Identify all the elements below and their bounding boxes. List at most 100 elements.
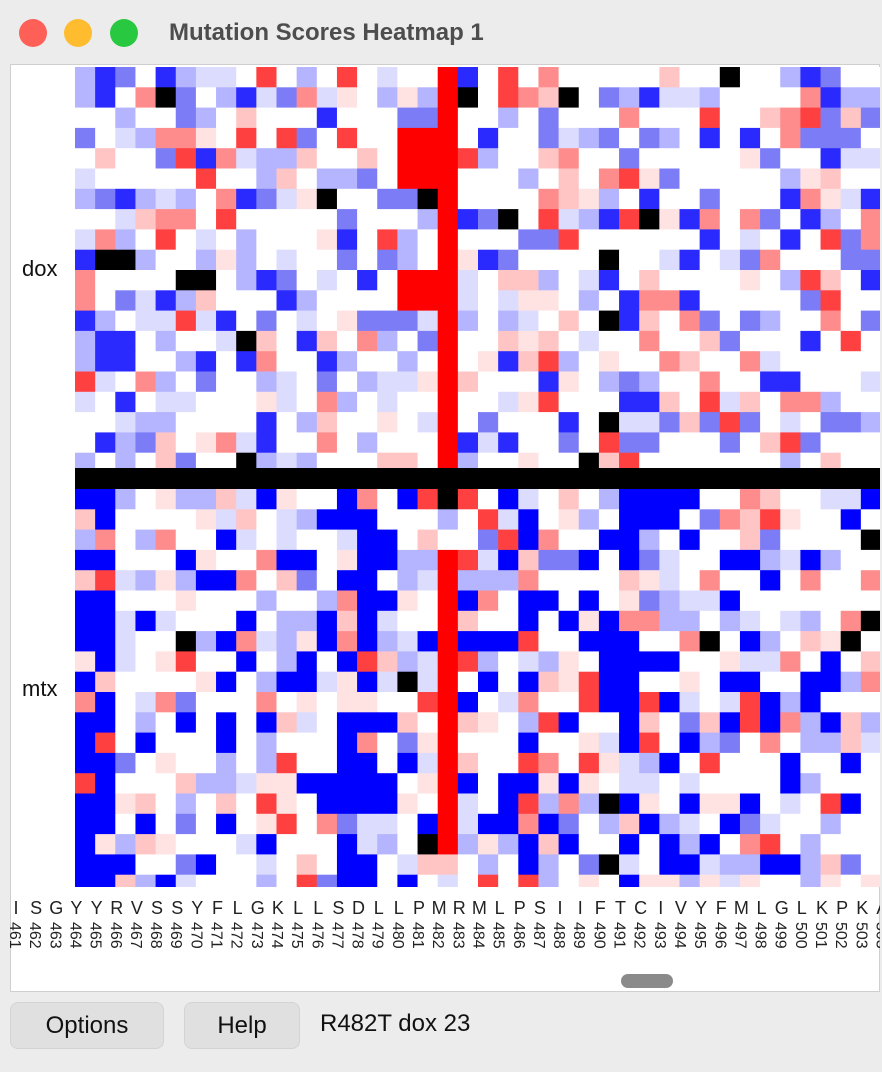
heatmap-cell-dox[interactable]: [578, 351, 600, 372]
heatmap-cell-mtx[interactable]: [316, 773, 338, 794]
heatmap-cell-dox[interactable]: [739, 290, 761, 312]
heatmap-cell-mtx[interactable]: [357, 529, 378, 551]
heatmap-cell-mtx[interactable]: [719, 590, 741, 612]
heatmap-cell-mtx[interactable]: [820, 732, 842, 754]
heatmap-cell-mtx[interactable]: [518, 773, 539, 794]
heatmap-cell-mtx[interactable]: [780, 549, 801, 571]
heatmap-cell-dox[interactable]: [457, 351, 479, 372]
heatmap-cell-dox[interactable]: [457, 107, 479, 129]
heatmap-cell-mtx[interactable]: [417, 874, 439, 887]
heatmap-cell-mtx[interactable]: [840, 732, 862, 754]
heatmap-cell-dox[interactable]: [216, 168, 237, 190]
heatmap-cell-mtx[interactable]: [679, 793, 701, 815]
heatmap-cell-mtx[interactable]: [639, 509, 660, 531]
heatmap-cell-dox[interactable]: [820, 87, 842, 109]
heatmap-cell-dox[interactable]: [518, 351, 539, 372]
heatmap-cell-dox[interactable]: [336, 107, 358, 129]
heatmap-cell-dox[interactable]: [296, 168, 318, 190]
heatmap-cell-mtx[interactable]: [719, 631, 741, 652]
heatmap-cell-dox[interactable]: [276, 412, 298, 433]
heatmap-cell-dox[interactable]: [699, 168, 721, 190]
heatmap-cell-mtx[interactable]: [498, 712, 519, 734]
heatmap-cell-dox[interactable]: [860, 127, 880, 149]
heatmap-grid[interactable]: [75, 67, 880, 887]
heatmap-cell-mtx[interactable]: [780, 732, 801, 754]
heatmap-cell-mtx[interactable]: [719, 529, 741, 551]
heatmap-cell-mtx[interactable]: [276, 590, 298, 612]
heatmap-cell-dox[interactable]: [679, 290, 701, 312]
heatmap-cell-dox[interactable]: [417, 371, 439, 393]
heatmap-cell-mtx[interactable]: [578, 549, 600, 571]
heatmap-cell-dox[interactable]: [115, 148, 136, 169]
heatmap-cell-dox[interactable]: [518, 330, 539, 352]
heatmap-cell-dox[interactable]: [336, 330, 358, 352]
heatmap-cell-dox[interactable]: [296, 67, 318, 88]
heatmap-cell-dox[interactable]: [115, 351, 136, 372]
heatmap-cell-mtx[interactable]: [619, 813, 640, 835]
heatmap-cell-mtx[interactable]: [478, 610, 499, 632]
heatmap-cell-mtx[interactable]: [336, 671, 358, 693]
heatmap-cell-dox[interactable]: [860, 310, 880, 332]
heatmap-cell-mtx[interactable]: [216, 834, 237, 855]
heatmap-cell-dox[interactable]: [760, 249, 781, 271]
heatmap-cell-dox[interactable]: [719, 229, 741, 251]
heatmap-cell-mtx[interactable]: [276, 712, 298, 734]
heatmap-cell-dox[interactable]: [578, 432, 600, 454]
heatmap-cell-dox[interactable]: [518, 412, 539, 433]
heatmap-cell-dox[interactable]: [195, 209, 217, 230]
heatmap-cell-mtx[interactable]: [336, 529, 358, 551]
heatmap-cell-dox[interactable]: [780, 249, 801, 271]
heatmap-cell-mtx[interactable]: [619, 509, 640, 531]
heatmap-cell-dox[interactable]: [336, 168, 358, 190]
heatmap-cell-mtx[interactable]: [659, 712, 680, 734]
heatmap-cell-dox[interactable]: [175, 209, 197, 230]
heatmap-cell-dox[interactable]: [578, 270, 600, 291]
heatmap-cell-mtx[interactable]: [195, 712, 217, 734]
heatmap-cell-dox[interactable]: [236, 432, 257, 454]
heatmap-cell-dox[interactable]: [276, 87, 298, 109]
heatmap-cell-mtx[interactable]: [739, 651, 761, 673]
heatmap-cell-dox[interactable]: [135, 330, 157, 352]
heatmap-cell-dox[interactable]: [256, 107, 277, 129]
heatmap-cell-dox[interactable]: [437, 127, 459, 149]
heatmap-cell-dox[interactable]: [417, 188, 439, 210]
heatmap-cell-dox[interactable]: [155, 209, 177, 230]
heatmap-cell-mtx[interactable]: [296, 854, 318, 876]
heatmap-cell-dox[interactable]: [478, 127, 499, 149]
heatmap-cell-mtx[interactable]: [336, 793, 358, 815]
heatmap-cell-dox[interactable]: [538, 107, 560, 129]
heatmap-cell-dox[interactable]: [195, 249, 217, 271]
heatmap-cell-mtx[interactable]: [256, 834, 277, 855]
heatmap-cell-mtx[interactable]: [397, 651, 419, 673]
heatmap-cell-mtx[interactable]: [175, 834, 197, 855]
heatmap-cell-dox[interactable]: [820, 412, 842, 433]
heatmap-cell-dox[interactable]: [639, 209, 660, 230]
heatmap-cell-dox[interactable]: [820, 391, 842, 413]
heatmap-cell-mtx[interactable]: [780, 590, 801, 612]
heatmap-cell-mtx[interactable]: [639, 570, 660, 591]
zoom-window-button[interactable]: [110, 19, 138, 47]
heatmap-cell-mtx[interactable]: [236, 590, 257, 612]
heatmap-cell-dox[interactable]: [679, 168, 701, 190]
heatmap-cell-mtx[interactable]: [276, 854, 298, 876]
heatmap-cell-dox[interactable]: [739, 87, 761, 109]
heatmap-cell-dox[interactable]: [316, 249, 338, 271]
heatmap-cell-dox[interactable]: [155, 330, 177, 352]
heatmap-cell-dox[interactable]: [115, 188, 136, 210]
heatmap-cell-dox[interactable]: [236, 168, 257, 190]
heatmap-cell-mtx[interactable]: [296, 631, 318, 652]
heatmap-cell-dox[interactable]: [820, 249, 842, 271]
heatmap-cell-mtx[interactable]: [256, 793, 277, 815]
heatmap-cell-dox[interactable]: [760, 87, 781, 109]
heatmap-cell-dox[interactable]: [659, 270, 680, 291]
heatmap-cell-mtx[interactable]: [598, 834, 620, 855]
heatmap-cell-mtx[interactable]: [498, 631, 519, 652]
heatmap-cell-mtx[interactable]: [437, 529, 459, 551]
heatmap-cell-dox[interactable]: [417, 209, 439, 230]
heatmap-cell-mtx[interactable]: [296, 651, 318, 673]
heatmap-cell-dox[interactable]: [276, 371, 298, 393]
heatmap-cell-dox[interactable]: [498, 168, 519, 190]
heatmap-cell-mtx[interactable]: [276, 549, 298, 571]
heatmap-cell-dox[interactable]: [679, 391, 701, 413]
heatmap-cell-mtx[interactable]: [155, 610, 177, 632]
